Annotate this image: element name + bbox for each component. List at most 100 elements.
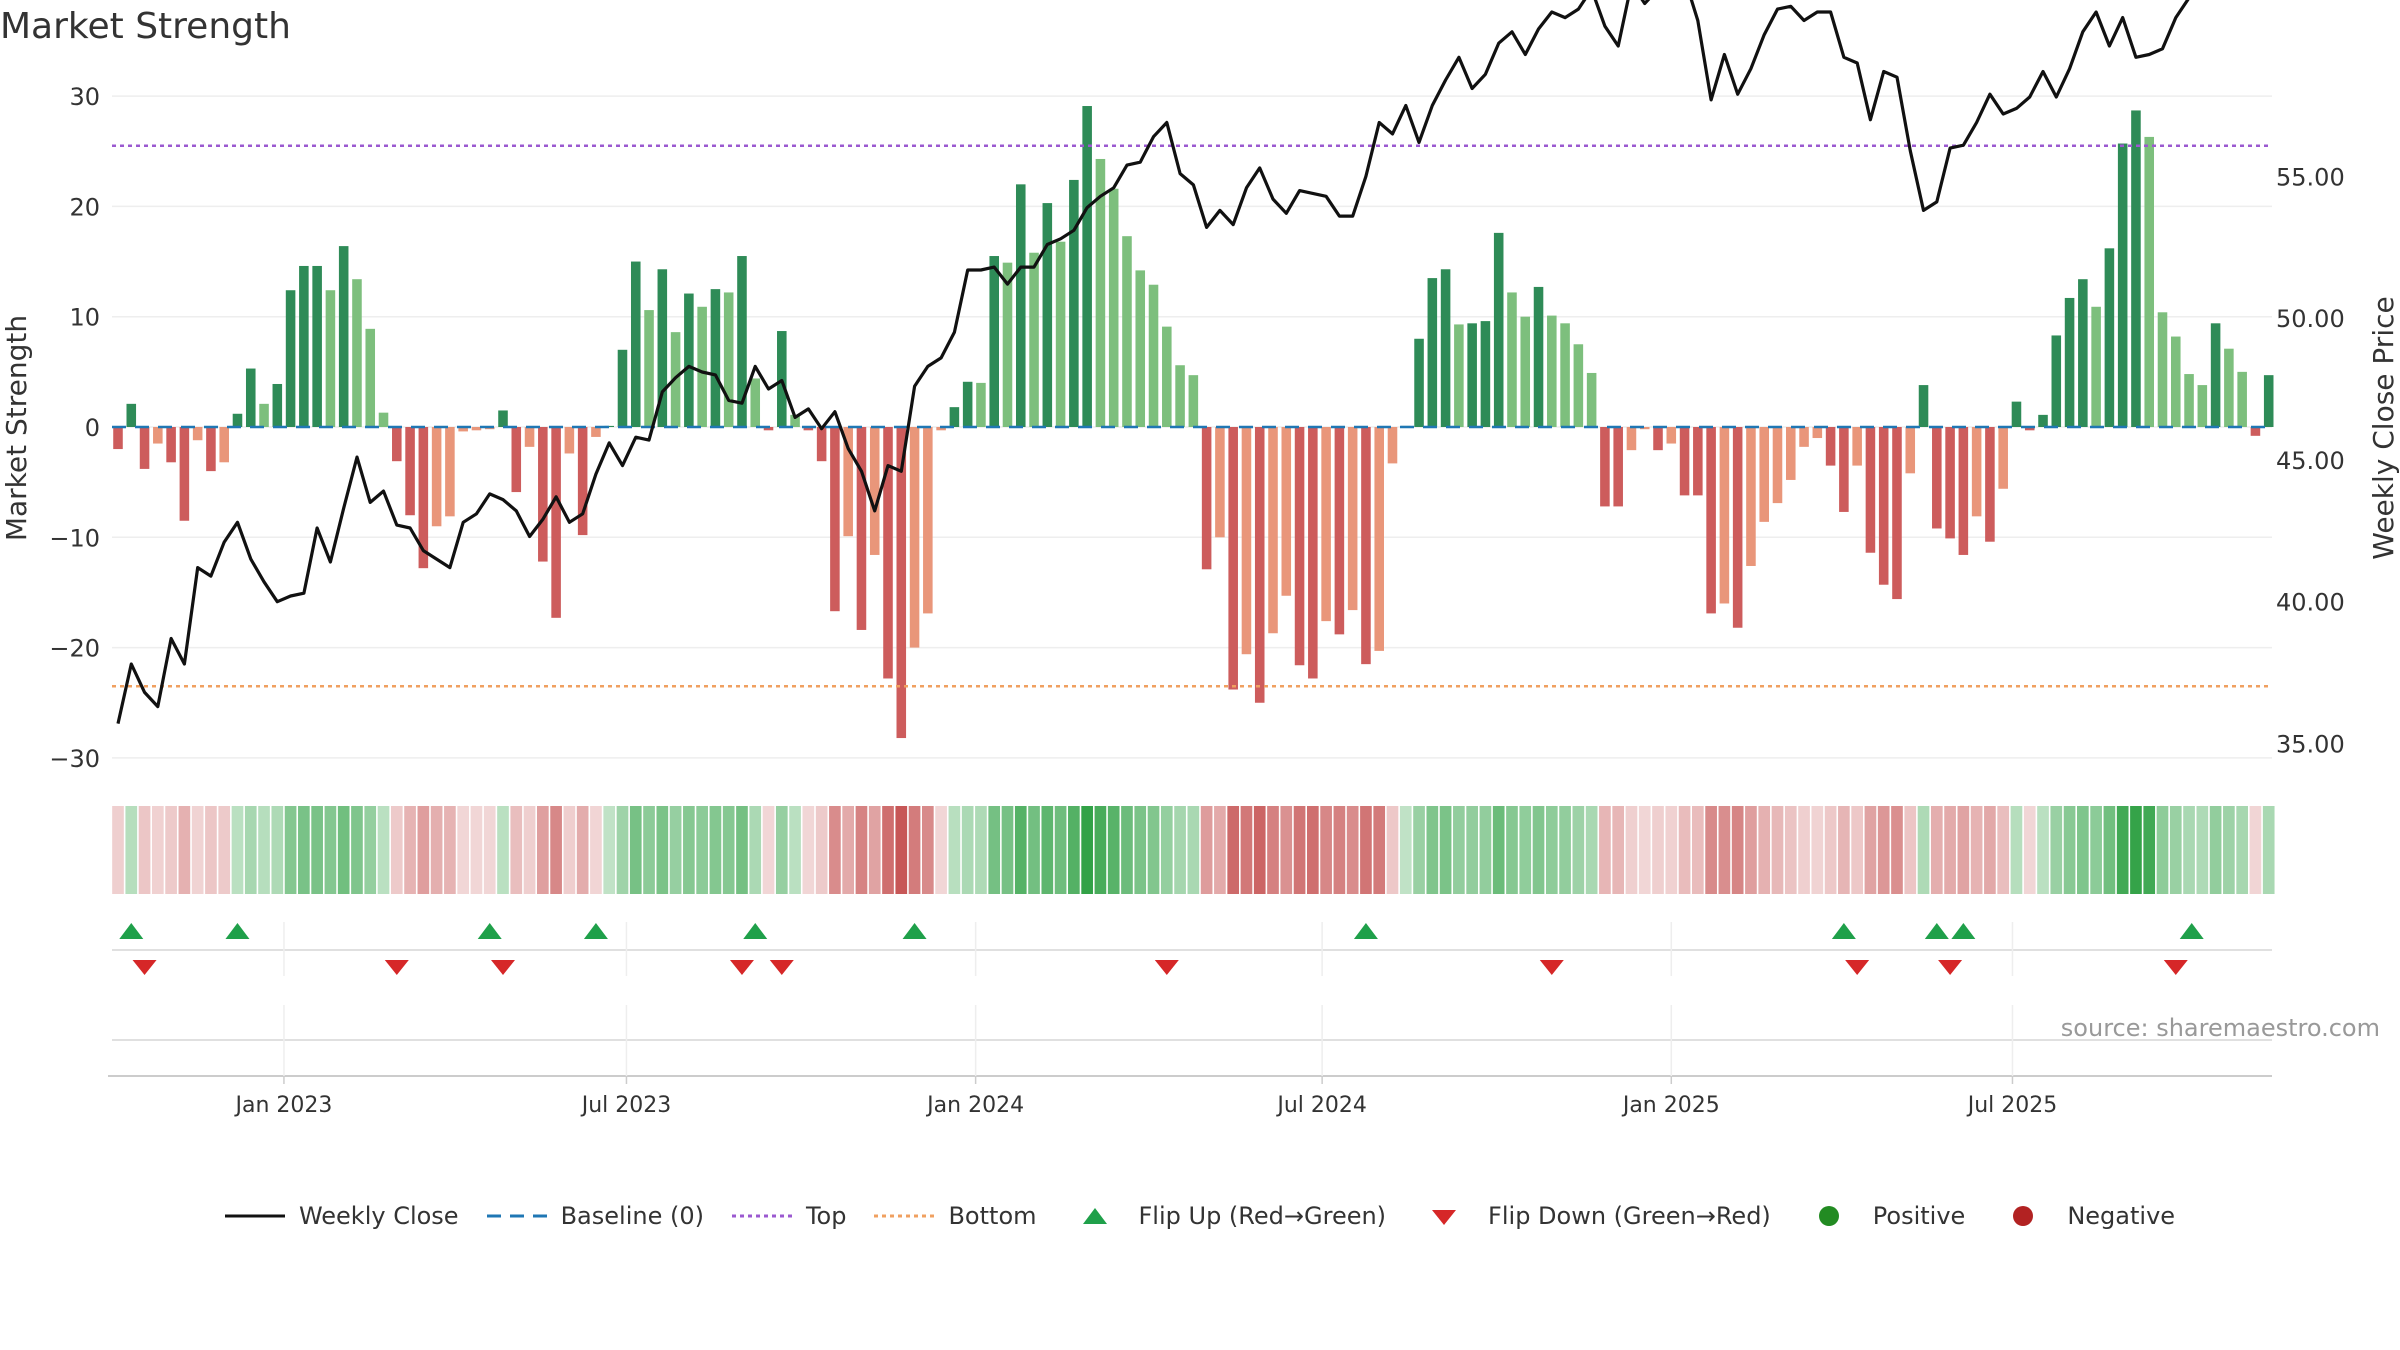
- strength-bar: [697, 306, 707, 427]
- heat-cell: [1970, 806, 1983, 894]
- strength-bar: [1932, 427, 1942, 529]
- heat-cell: [258, 806, 270, 894]
- heat-cell: [921, 806, 934, 894]
- strength-bar: [737, 256, 747, 427]
- heat-cell: [643, 806, 655, 894]
- heat-cell: [2196, 806, 2209, 894]
- strength-bar: [803, 427, 814, 431]
- heat-cell: [125, 806, 138, 894]
- heat-cell: [1665, 806, 1678, 894]
- strength-bar: [1693, 427, 1703, 496]
- strength-bar: [1175, 365, 1185, 427]
- heat-cell: [1134, 806, 1147, 894]
- x-tick-label: Jul 2024: [1275, 1093, 1367, 1118]
- strength-bar: [630, 261, 641, 427]
- heat-cell: [1904, 806, 1917, 894]
- flip-markers: [112, 923, 2272, 1041]
- heat-cell: [1678, 806, 1691, 894]
- heat-cell: [2037, 806, 2049, 894]
- strength-bar: [445, 427, 455, 517]
- strength-bar: [644, 310, 654, 427]
- strength-bar: [1520, 316, 1531, 427]
- strength-bar: [2078, 279, 2088, 427]
- y-tick-label: 20: [69, 193, 100, 221]
- strength-bar: [338, 246, 349, 427]
- strength-bar: [431, 427, 442, 527]
- heat-cell: [1559, 806, 1571, 894]
- heat-cell: [1718, 806, 1731, 894]
- flip-down-marker: [132, 960, 157, 975]
- heat-cell: [603, 806, 616, 894]
- strength-bar: [392, 427, 402, 462]
- heat-cell: [1545, 806, 1558, 894]
- close-legend-icon: [224, 1214, 285, 1218]
- strength-bar: [1865, 427, 1876, 553]
- heat-cell: [1399, 806, 1412, 894]
- strength-bar: [1374, 427, 1384, 651]
- strength-bar: [232, 413, 243, 427]
- y-tick-label: −20: [49, 635, 100, 663]
- heat-cell: [829, 806, 841, 894]
- weekly-close-line: [116, 0, 2190, 724]
- heat-cell: [1984, 806, 1996, 894]
- strength-bar: [1626, 427, 1637, 451]
- source-label: source: sharemaestro.com: [2060, 1014, 2380, 1042]
- heat-cell: [231, 806, 244, 894]
- heat-cell: [1944, 806, 1956, 894]
- heat-cell: [975, 806, 987, 894]
- y2-tick-label: 55.00: [2276, 163, 2345, 191]
- heat-cell: [417, 806, 430, 894]
- strength-bar: [524, 427, 535, 447]
- heat-cell: [1492, 806, 1505, 894]
- flip-down-marker: [1539, 960, 1564, 975]
- strength-bar: [1653, 427, 1663, 451]
- heat-cell: [1227, 806, 1240, 894]
- heat-cell: [1081, 806, 1093, 894]
- heat-cell: [2156, 806, 2169, 894]
- strength-bar: [936, 427, 946, 431]
- heat-cell: [1638, 806, 1651, 894]
- flip-up-marker: [119, 923, 144, 939]
- strength-bar: [1215, 427, 1225, 538]
- heat-cell: [789, 806, 801, 894]
- heat-cell: [1280, 806, 1293, 894]
- heat-cell: [523, 806, 536, 894]
- heat-cell: [2183, 806, 2195, 894]
- strength-bar: [1480, 321, 1491, 427]
- legend-item-baseline: Baseline (0): [486, 1202, 704, 1230]
- heat-cell: [736, 806, 748, 894]
- y2-tick-label: 45.00: [2276, 447, 2345, 475]
- strength-bar: [2091, 306, 2101, 427]
- strength-bar: [126, 403, 137, 427]
- legend-item-negative: Negative: [1993, 1202, 2175, 1230]
- heat-cell: [1439, 806, 1452, 894]
- heat-cell: [497, 806, 509, 894]
- x-tick-label: Jan 2025: [1621, 1093, 1720, 1118]
- strength-bar: [1201, 427, 1212, 570]
- strength-bar: [259, 403, 269, 427]
- heat-cell: [138, 806, 151, 894]
- strength-bar: [1135, 270, 1146, 427]
- strength-bar: [299, 265, 309, 427]
- strength-bar: [657, 269, 668, 427]
- strength-bar: [1095, 158, 1106, 427]
- strength-bar: [1905, 427, 1916, 474]
- strength-bar: [219, 427, 229, 463]
- heat-cell: [1811, 806, 1824, 894]
- strength-bar: [577, 427, 588, 536]
- legend-swatch: [1082, 1208, 1107, 1224]
- weekly-close-series: [116, 0, 2190, 724]
- heat-cell: [1160, 806, 1173, 894]
- strength-bar: [1281, 427, 1292, 596]
- heat-cell: [244, 806, 257, 894]
- strength-bar: [2224, 348, 2234, 427]
- axes: 30 20 10 0 −10 −20 −30 55.00 50.00 45.00 40.00 35.0…: [0, 83, 2400, 773]
- strength-bar: [1493, 232, 1504, 427]
- y-tick-label: 10: [69, 304, 100, 332]
- strength-bar: [285, 290, 296, 427]
- heat-cell: [218, 806, 231, 894]
- heat-cell: [1028, 806, 1040, 894]
- strength-bar: [2011, 401, 2022, 427]
- heat-cell: [1705, 806, 1717, 894]
- flip-up-marker: [2179, 923, 2204, 939]
